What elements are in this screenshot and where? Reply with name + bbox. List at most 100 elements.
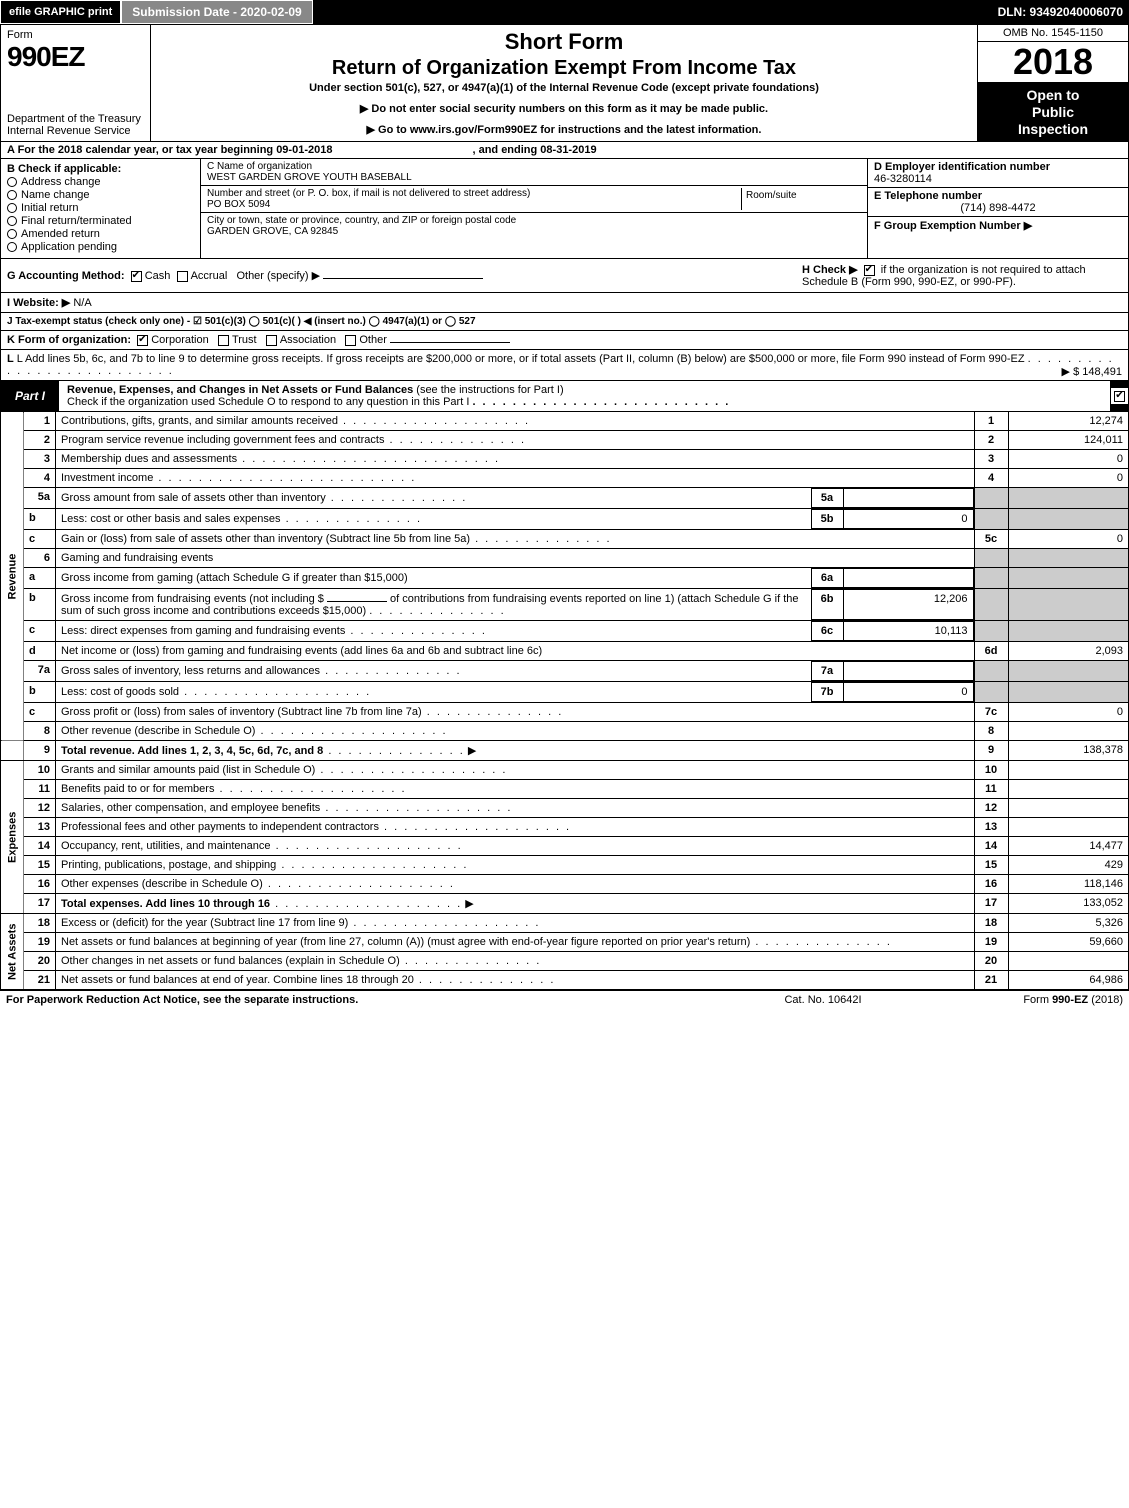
revenue-side-label: Revenue	[1, 412, 24, 741]
line-box-gray	[974, 568, 1008, 589]
title-short: Short Form	[159, 29, 969, 55]
line-box: 16	[974, 875, 1008, 894]
check-initial-return[interactable]: Initial return	[7, 202, 194, 214]
check-name-change[interactable]: Name change	[7, 189, 194, 201]
line-num: 4	[24, 469, 56, 488]
checkbox-trust[interactable]	[218, 335, 229, 346]
addr-val: PO BOX 5094	[207, 199, 741, 210]
h-label: H Check ▶	[802, 264, 858, 276]
inline-box: 5a	[811, 489, 843, 508]
top-bar: efile GRAPHIC print Submission Date - 20…	[0, 0, 1129, 24]
line-box-gray	[974, 661, 1008, 682]
line-box: 15	[974, 856, 1008, 875]
e-label: E Telephone number	[874, 190, 982, 202]
header-right: OMB No. 1545-1150 2018 Open to Public In…	[978, 25, 1128, 141]
line-amt: 138,378	[1008, 741, 1128, 761]
chk-label: Initial return	[21, 202, 78, 214]
spacer	[313, 0, 992, 24]
e-phone-val: (714) 898-4472	[874, 202, 1122, 214]
line-num: 2	[24, 431, 56, 450]
line-desc: Gross profit or (loss) from sales of inv…	[56, 703, 975, 722]
line-box: 20	[974, 952, 1008, 971]
line-num: 18	[24, 914, 56, 933]
line-desc: Gross amount from sale of assets other t…	[56, 488, 975, 509]
g-accounting: G Accounting Method: Cash Accrual Other …	[7, 269, 796, 282]
open-line-1: Open to	[1027, 87, 1080, 103]
line-num: 16	[24, 875, 56, 894]
line-box: 11	[974, 780, 1008, 799]
checkbox-association[interactable]	[266, 335, 277, 346]
efile-print-button[interactable]: efile GRAPHIC print	[0, 0, 121, 24]
line-desc: Net income or (loss) from gaming and fun…	[56, 642, 975, 661]
chk-label: Final return/terminated	[21, 215, 132, 227]
inline-val: 0	[843, 510, 973, 529]
line-desc: Gross income from gaming (attach Schedul…	[56, 568, 975, 589]
city-val: GARDEN GROVE, CA 92845	[207, 226, 861, 237]
checkbox-part-i[interactable]	[1114, 391, 1125, 402]
part-i-title: Revenue, Expenses, and Changes in Net As…	[59, 381, 1110, 411]
line-num: a	[24, 568, 56, 589]
open-to-public: Open to Public Inspection	[978, 83, 1128, 141]
check-address-change[interactable]: Address change	[7, 176, 194, 188]
g-other: Other (specify) ▶	[236, 270, 320, 282]
line-amt: 14,477	[1008, 837, 1128, 856]
line-desc: Less: cost or other basis and sales expe…	[56, 509, 975, 530]
col-b-checkboxes: B Check if applicable: Address change Na…	[1, 159, 201, 258]
l-text: L Add lines 5b, 6c, and 7b to line 9 to …	[17, 353, 1025, 365]
expenses-side-label: Expenses	[1, 761, 24, 914]
line-box: 19	[974, 933, 1008, 952]
e-phone-block: E Telephone number (714) 898-4472	[868, 188, 1128, 217]
h-check: H Check ▶ if the organization is not req…	[802, 263, 1122, 288]
check-amended-return[interactable]: Amended return	[7, 228, 194, 240]
line-amt	[1008, 761, 1128, 780]
j-text: J Tax-exempt status (check only one) - ☑…	[7, 316, 476, 327]
line-box-gray	[974, 549, 1008, 568]
line-num: c	[24, 703, 56, 722]
city-block: City or town, state or province, country…	[201, 213, 867, 239]
form-number: 990EZ	[7, 41, 144, 73]
part-i-header: Part I Revenue, Expenses, and Changes in…	[1, 381, 1128, 412]
check-application-pending[interactable]: Application pending	[7, 241, 194, 253]
line-amt-gray	[1008, 661, 1128, 682]
dept-line-2: Internal Revenue Service	[7, 125, 131, 137]
line-box: 9	[974, 741, 1008, 761]
g-accrual: Accrual	[191, 270, 228, 282]
row-j-tax-status: J Tax-exempt status (check only one) - ☑…	[1, 313, 1128, 331]
radio-icon	[7, 177, 17, 187]
line-num: 12	[24, 799, 56, 818]
line-box: 17	[974, 894, 1008, 914]
inline-box: 7b	[811, 683, 843, 702]
line-box-gray	[974, 621, 1008, 642]
header-left: Form 990EZ Department of the Treasury In…	[1, 25, 151, 141]
check-final-return[interactable]: Final return/terminated	[7, 215, 194, 227]
line-desc: Other changes in net assets or fund bala…	[56, 952, 975, 971]
line-num: 3	[24, 450, 56, 469]
line-desc: Excess or (deficit) for the year (Subtra…	[56, 914, 975, 933]
line-num: 20	[24, 952, 56, 971]
checkbox-corporation[interactable]	[137, 335, 148, 346]
line-desc: Printing, publications, postage, and shi…	[56, 856, 975, 875]
checkbox-cash[interactable]	[131, 271, 142, 282]
inline-val	[843, 489, 973, 508]
line-desc: Total revenue. Add lines 1, 2, 3, 4, 5c,…	[56, 741, 975, 761]
line-num: d	[24, 642, 56, 661]
line-desc: Net assets or fund balances at beginning…	[56, 933, 975, 952]
submission-date-button[interactable]: Submission Date - 2020-02-09	[121, 0, 312, 24]
line-num: c	[24, 621, 56, 642]
b-label: B Check if applicable:	[7, 163, 121, 175]
g-other-line	[323, 278, 483, 279]
col-b-right: D Employer identification number 46-3280…	[868, 159, 1128, 258]
line-desc: Net assets or fund balances at end of ye…	[56, 971, 975, 990]
line-box-gray	[974, 682, 1008, 703]
omb-number: OMB No. 1545-1150	[978, 25, 1128, 42]
checkbox-h[interactable]	[864, 265, 875, 276]
line-amt: 124,011	[1008, 431, 1128, 450]
checkbox-accrual[interactable]	[177, 271, 188, 282]
dln-label: DLN: 93492040006070	[992, 0, 1129, 24]
part-i-table: Revenue 1 Contributions, gifts, grants, …	[1, 412, 1128, 990]
line-amt-gray	[1008, 621, 1128, 642]
open-line-2: Public	[1032, 104, 1074, 120]
room-suite: Room/suite	[741, 188, 861, 210]
checkbox-other[interactable]	[345, 335, 356, 346]
g-cash: Cash	[145, 270, 171, 282]
